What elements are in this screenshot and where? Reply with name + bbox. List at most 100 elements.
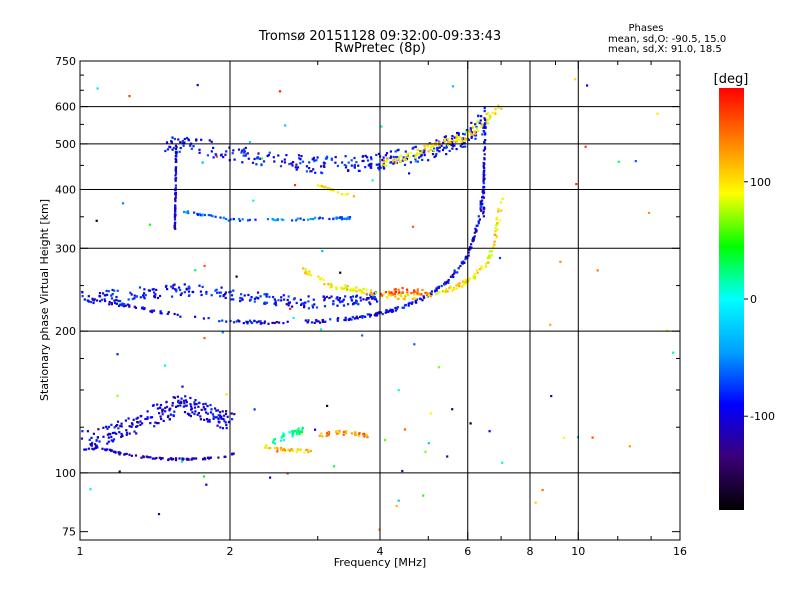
data-point bbox=[256, 291, 260, 294]
data-point bbox=[456, 271, 459, 274]
data-point bbox=[344, 295, 347, 298]
y-tick-labels: 75 100 200 300 400 500 600 750 bbox=[55, 55, 76, 539]
data-point bbox=[178, 286, 181, 289]
data-point bbox=[235, 275, 238, 278]
data-point bbox=[401, 291, 404, 294]
colorbar-label: [deg] bbox=[714, 72, 749, 87]
data-point bbox=[185, 401, 188, 404]
data-point bbox=[134, 306, 138, 309]
data-point bbox=[275, 304, 278, 307]
data-point bbox=[350, 318, 353, 321]
data-point bbox=[326, 155, 329, 158]
data-point bbox=[440, 144, 443, 147]
data-point bbox=[397, 288, 400, 291]
data-point bbox=[389, 150, 392, 153]
data-point bbox=[335, 216, 338, 219]
data-point bbox=[133, 297, 136, 300]
data-point bbox=[480, 125, 483, 128]
data-point bbox=[393, 292, 396, 295]
data-point bbox=[164, 410, 167, 413]
data-point bbox=[170, 457, 173, 460]
data-point bbox=[180, 401, 183, 404]
data-point bbox=[410, 302, 413, 305]
data-point bbox=[483, 158, 486, 161]
data-point bbox=[85, 448, 88, 451]
data-point bbox=[109, 433, 112, 436]
data-point bbox=[423, 154, 426, 157]
data-point bbox=[253, 297, 256, 300]
data-point bbox=[310, 170, 313, 173]
data-point bbox=[107, 436, 110, 439]
data-point bbox=[344, 166, 348, 169]
data-point bbox=[221, 331, 224, 334]
data-point bbox=[221, 319, 224, 322]
y-tick-label: 75 bbox=[62, 526, 76, 539]
data-point bbox=[210, 140, 213, 143]
data-point bbox=[407, 302, 410, 305]
data-point bbox=[440, 284, 443, 288]
data-point bbox=[216, 424, 219, 427]
data-point bbox=[358, 288, 361, 291]
data-point bbox=[180, 292, 183, 295]
data-point bbox=[472, 276, 475, 280]
data-point bbox=[180, 397, 183, 400]
data-point bbox=[202, 403, 205, 406]
data-point bbox=[342, 287, 345, 290]
data-point bbox=[263, 301, 266, 304]
data-point bbox=[485, 118, 488, 121]
data-point bbox=[333, 465, 336, 468]
data-point bbox=[116, 420, 120, 423]
data-point bbox=[477, 215, 480, 218]
data-point bbox=[87, 300, 90, 303]
data-point bbox=[448, 141, 451, 144]
data-point bbox=[384, 439, 387, 442]
data-point bbox=[404, 295, 407, 298]
data-point bbox=[148, 223, 152, 226]
data-point bbox=[263, 293, 266, 296]
data-point bbox=[541, 488, 544, 492]
data-point bbox=[298, 432, 301, 435]
data-point bbox=[445, 280, 449, 283]
data-point bbox=[159, 403, 163, 407]
data-point bbox=[181, 141, 184, 144]
data-point bbox=[290, 162, 293, 165]
data-point bbox=[480, 209, 483, 212]
data-point bbox=[350, 287, 353, 290]
data-point bbox=[366, 313, 369, 316]
data-point bbox=[117, 299, 120, 302]
data-point bbox=[116, 394, 119, 397]
data-point bbox=[95, 444, 98, 447]
data-point bbox=[479, 202, 482, 206]
data-point bbox=[501, 197, 504, 200]
data-point bbox=[240, 151, 243, 154]
data-point bbox=[392, 159, 395, 162]
data-points bbox=[80, 78, 675, 531]
data-point bbox=[173, 396, 177, 399]
data-point bbox=[158, 412, 161, 415]
data-point bbox=[330, 285, 333, 288]
data-point bbox=[435, 289, 438, 292]
data-point bbox=[415, 298, 418, 301]
data-point bbox=[251, 161, 255, 164]
data-point bbox=[473, 231, 476, 234]
data-point bbox=[314, 428, 317, 431]
data-point bbox=[448, 287, 451, 290]
data-point bbox=[406, 291, 409, 294]
data-point bbox=[135, 295, 138, 298]
data-point bbox=[199, 418, 202, 421]
data-point bbox=[156, 407, 159, 410]
data-point bbox=[349, 296, 352, 299]
data-point bbox=[212, 156, 215, 159]
data-point bbox=[494, 230, 497, 233]
data-point bbox=[169, 407, 172, 410]
data-point bbox=[269, 476, 272, 479]
data-point bbox=[174, 459, 178, 462]
data-point bbox=[113, 289, 116, 292]
x-tick-labels: 1 2 4 6 8 10 16 bbox=[77, 545, 688, 558]
data-point bbox=[147, 456, 150, 459]
data-point bbox=[326, 404, 329, 407]
data-point bbox=[291, 435, 294, 438]
data-point bbox=[299, 162, 302, 165]
data-point bbox=[176, 404, 179, 408]
